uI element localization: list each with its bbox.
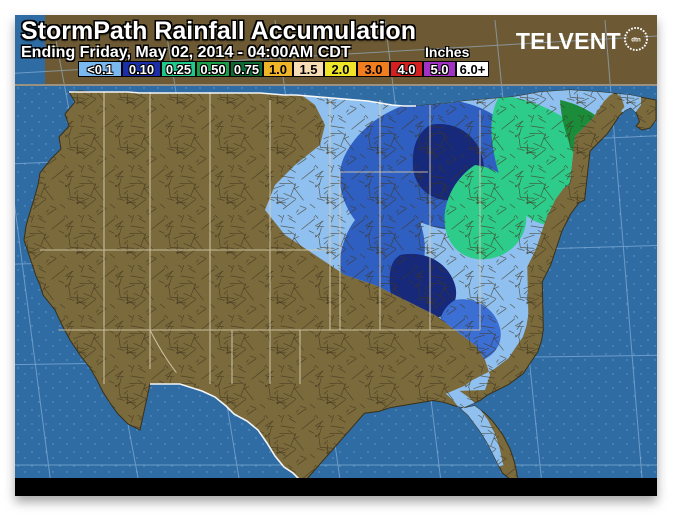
- svg-text:dtn: dtn: [631, 37, 641, 44]
